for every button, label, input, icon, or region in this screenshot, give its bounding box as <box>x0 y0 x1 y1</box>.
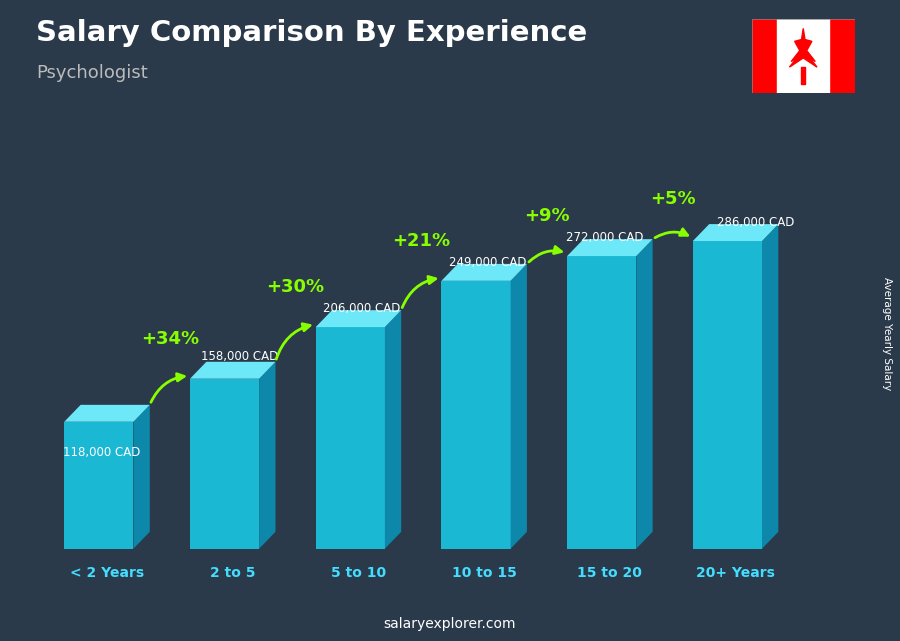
FancyArrowPatch shape <box>655 229 688 238</box>
Polygon shape <box>441 264 526 281</box>
Text: +30%: +30% <box>266 278 325 296</box>
Polygon shape <box>636 239 652 549</box>
FancyArrowPatch shape <box>151 374 184 403</box>
Polygon shape <box>510 264 526 549</box>
Polygon shape <box>259 362 275 549</box>
Polygon shape <box>133 405 149 549</box>
Polygon shape <box>762 224 778 549</box>
Polygon shape <box>64 422 133 549</box>
Text: 118,000 CAD: 118,000 CAD <box>63 446 140 460</box>
Text: +9%: +9% <box>524 207 570 225</box>
Text: 206,000 CAD: 206,000 CAD <box>323 302 400 315</box>
FancyArrowPatch shape <box>402 276 436 308</box>
Polygon shape <box>316 327 385 549</box>
Text: Average Yearly Salary: Average Yearly Salary <box>881 277 892 390</box>
Text: 158,000 CAD: 158,000 CAD <box>202 351 279 363</box>
Polygon shape <box>693 241 762 549</box>
Text: 5 to 10: 5 to 10 <box>331 565 386 579</box>
Text: < 2 Years: < 2 Years <box>70 565 144 579</box>
Text: 286,000 CAD: 286,000 CAD <box>716 216 794 229</box>
Polygon shape <box>385 310 401 549</box>
Bar <box>752 19 778 93</box>
Text: 10 to 15: 10 to 15 <box>452 565 517 579</box>
FancyArrowPatch shape <box>529 247 562 262</box>
Text: salaryexplorer.com: salaryexplorer.com <box>383 617 517 631</box>
Polygon shape <box>789 28 817 67</box>
Text: +5%: +5% <box>650 190 696 208</box>
Text: 20+ Years: 20+ Years <box>697 565 775 579</box>
Polygon shape <box>64 405 149 422</box>
FancyArrowPatch shape <box>276 324 310 359</box>
Text: Salary Comparison By Experience: Salary Comparison By Experience <box>36 19 587 47</box>
Text: 15 to 20: 15 to 20 <box>578 565 643 579</box>
Text: +21%: +21% <box>392 232 450 250</box>
Polygon shape <box>693 224 778 241</box>
Text: 249,000 CAD: 249,000 CAD <box>449 256 526 269</box>
Polygon shape <box>441 281 510 549</box>
Polygon shape <box>190 379 259 549</box>
Bar <box>829 19 855 93</box>
Text: Psychologist: Psychologist <box>36 64 148 82</box>
Bar <box>778 19 829 93</box>
Polygon shape <box>567 256 636 549</box>
Polygon shape <box>190 362 275 379</box>
Polygon shape <box>567 239 652 256</box>
Text: +34%: +34% <box>140 330 199 348</box>
Polygon shape <box>316 310 401 327</box>
Text: 2 to 5: 2 to 5 <box>210 565 256 579</box>
Text: 272,000 CAD: 272,000 CAD <box>566 231 644 244</box>
